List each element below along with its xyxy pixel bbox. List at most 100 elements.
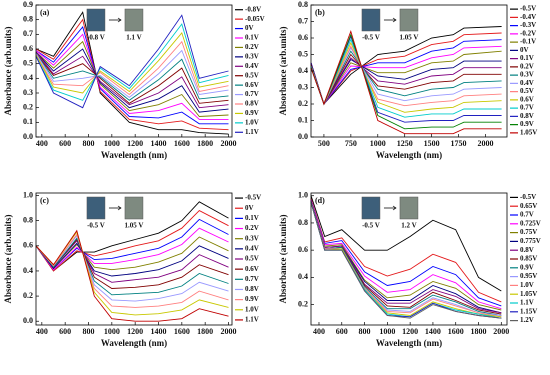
spectrum-line [310, 57, 502, 106]
legend-label: 0.7V [245, 90, 259, 98]
y-tick-label: 0.4 [23, 73, 33, 82]
spectrum-line [35, 40, 229, 96]
inset-photo [399, 196, 419, 220]
x-tick-label: 1500 [424, 139, 440, 148]
plot-frame [310, 192, 508, 326]
spectrum-line [35, 51, 229, 109]
panel-label: (d) [315, 196, 325, 205]
spectrum-line [35, 242, 229, 277]
y-tick-label: 0.6 [298, 245, 308, 254]
x-tick-label: 1800 [471, 327, 487, 336]
y-tick-label: 0.3 [23, 88, 33, 97]
x-tick-label: 600 [336, 327, 348, 336]
spectrum-line [35, 53, 229, 101]
y-axis-label: Absorbance (arb.units) [278, 26, 288, 115]
x-tick-label: 800 [359, 327, 371, 336]
x-tick-label: 1400 [151, 327, 167, 336]
spectrum-line [310, 26, 502, 105]
inset-label: -0.5 V [87, 222, 105, 230]
spectrum-line [35, 210, 229, 272]
inset-photo [361, 8, 381, 32]
legend-label: 1.0V [245, 305, 259, 313]
y-tick-label: 0.0 [23, 316, 33, 325]
legend-label: 0.6V [245, 265, 259, 273]
legend-label: 0.7V [520, 104, 534, 112]
legend-label: 0.9V [245, 109, 259, 117]
spectrum-line [310, 53, 502, 106]
x-tick-label: 1000 [370, 139, 386, 148]
legend-label: 0.7V [520, 211, 534, 219]
legend-label: 0.1V [245, 34, 259, 42]
legend-label: 0.9V [245, 295, 259, 303]
x-tick-label: 750 [345, 139, 357, 148]
inset-photo [124, 8, 144, 32]
x-tick-label: 2000 [493, 327, 509, 336]
legend-label: -0.2V [520, 29, 536, 37]
legend-label: 0V [520, 46, 529, 54]
x-tick-label: 1200 [127, 139, 143, 148]
y-tick-label: 0.0 [23, 132, 33, 141]
x-tick-label: 1800 [197, 139, 213, 148]
spectrum-line [310, 50, 502, 106]
spectrum-line [310, 201, 502, 316]
x-tick-label: 400 [36, 139, 48, 148]
y-tick-label: 1.0 [298, 191, 308, 200]
spectrum-line [35, 26, 229, 125]
spectrum-line [35, 48, 229, 113]
legend-label: 0V [245, 204, 254, 212]
inset-photo [361, 196, 381, 220]
spectrum-line [310, 45, 502, 105]
panel-label: (a) [40, 8, 50, 17]
y-axis-label: Absorbance (arb.units) [3, 26, 13, 115]
y-tick-label: 0.6 [23, 241, 33, 250]
legend-label: -0.05V [245, 15, 265, 23]
inset-arrow [383, 17, 397, 23]
legend-label: 0.2V [245, 43, 259, 51]
panel-label: (c) [40, 196, 49, 205]
x-tick-label: 800 [83, 139, 95, 148]
spectrum-line [310, 198, 502, 303]
legend-label: 0.2V [520, 62, 534, 70]
x-tick-label: 1600 [174, 327, 190, 336]
spectrum-line [310, 199, 502, 307]
x-tick-label: 600 [59, 139, 71, 148]
inset-label: 1.05 V [124, 222, 143, 230]
inset-label: 1.05 V [399, 34, 418, 42]
inset-photo [124, 196, 144, 220]
x-tick-label: 400 [36, 327, 48, 336]
legend-label: 0.8V [245, 100, 259, 108]
legend-label: -0.5V [520, 5, 536, 13]
plot-frame [35, 192, 233, 326]
y-tick-label: 1.0 [23, 190, 33, 199]
x-tick-label: 2000 [221, 139, 237, 148]
legend-label: 0.725V [520, 219, 541, 227]
panel: 400 600 800 1000 1200 1400 1600 1800 2000 0.0 0.1 0… [3, 0, 265, 160]
y-tick-label: 0.2 [298, 299, 308, 308]
x-tick-label: 400 [313, 327, 325, 336]
spectrum-line [310, 195, 502, 292]
y-axis-label: Absorbance (arb.units) [3, 214, 13, 303]
y-tick-label: 0.2 [298, 99, 308, 108]
spectrum-line [310, 202, 502, 316]
legend-label: 0.5V [245, 255, 259, 263]
x-tick-label: 1000 [104, 139, 120, 148]
x-tick-label: 1200 [402, 327, 418, 336]
legend-label: 1.0V [245, 118, 259, 126]
legend-label: 0.3V [520, 71, 534, 79]
legend-label: 0.8V [520, 246, 534, 254]
legend-label: 0.6V [245, 81, 259, 89]
x-tick-label: 2000 [477, 139, 493, 148]
legend-label: 0.4V [520, 79, 534, 87]
y-tick-label: 0.0 [298, 132, 308, 141]
legend-label: -0.1V [520, 38, 536, 46]
inset-arrow [108, 17, 122, 23]
spectrum-line [35, 201, 229, 272]
legend-label: 1.2V [520, 316, 534, 324]
y-tick-label: 0.7 [23, 29, 33, 38]
legend-label: 1.0V [520, 281, 534, 289]
x-axis-label: Wavelength (nm) [376, 338, 442, 348]
spectrum-line [35, 233, 229, 308]
y-axis-label: Absorbance (arb.units) [278, 214, 288, 303]
panel-label: (b) [315, 8, 325, 17]
